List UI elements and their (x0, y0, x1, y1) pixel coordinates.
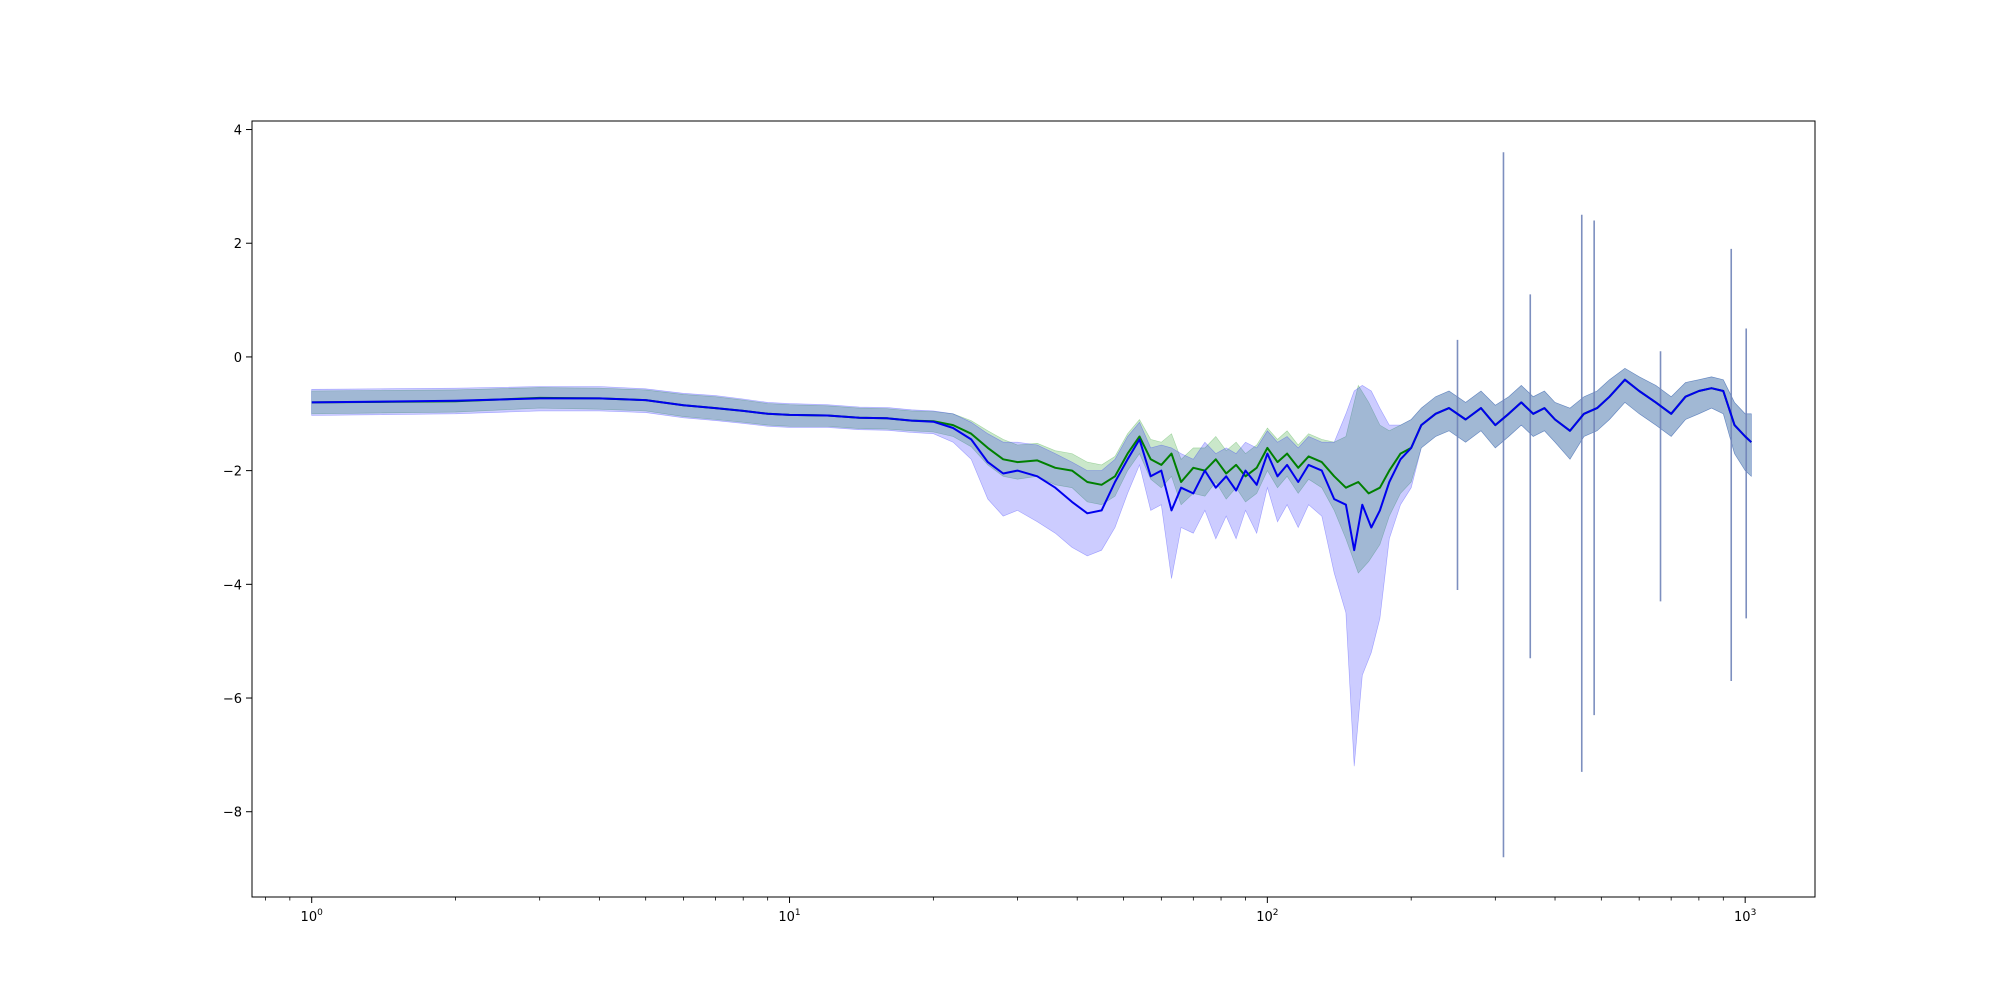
axes: 100 101 102 103 4 2 0 −2 −4 −6 −8 (223, 124, 1756, 925)
x-tick-label-1: 101 (778, 908, 800, 925)
axes-frame (251, 120, 1816, 898)
series-1-band (311, 367, 1752, 574)
plot-area (311, 152, 1752, 858)
y-tick-label-4: −4 (223, 578, 242, 593)
y-tick-label-0: 4 (234, 124, 242, 139)
y-tick-label-3: −2 (223, 465, 242, 480)
series-2-line (311, 378, 1752, 552)
y-tick-label-6: −8 (223, 806, 242, 821)
x-tick-label-2: 102 (1256, 908, 1278, 925)
x-tick-label-3: 103 (1734, 908, 1756, 925)
y-tick-label-1: 2 (234, 237, 242, 252)
x-tick-label-0: 100 (301, 908, 324, 925)
y-tick-label-2: 0 (234, 351, 242, 366)
y-tick-label-5: −6 (223, 692, 242, 707)
